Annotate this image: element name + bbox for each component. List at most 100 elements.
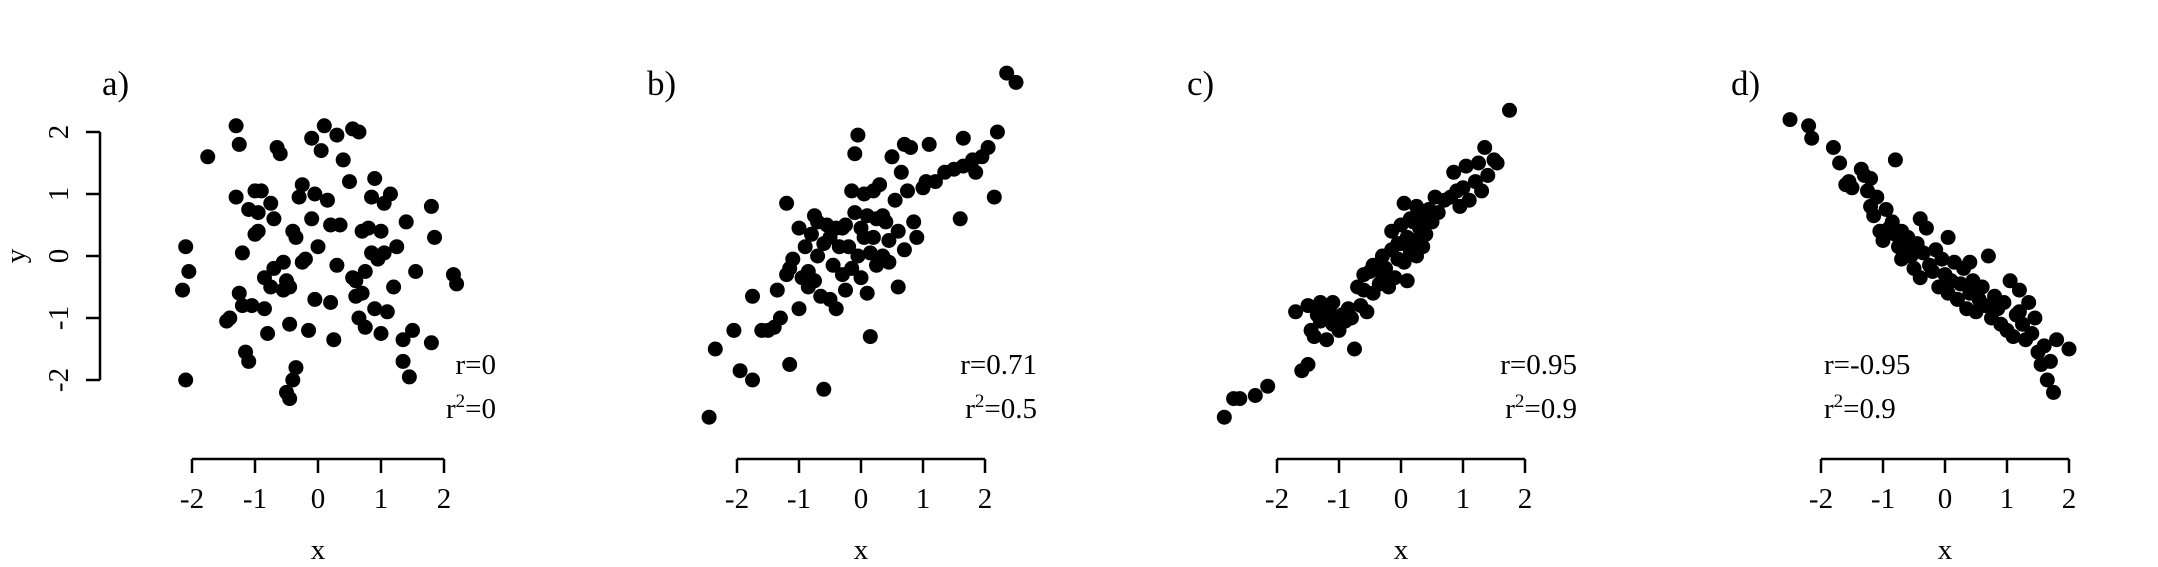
x-tick-label: 0: [854, 483, 869, 515]
scatter-point: [1216, 409, 1232, 425]
scatter-point: [893, 164, 909, 180]
scatter-point: [272, 146, 288, 162]
scatter-point: [228, 118, 244, 134]
scatter-point: [200, 149, 216, 165]
scatter-point: [2049, 332, 2065, 348]
scatter-point: [2021, 295, 2037, 310]
scatter-point: [1384, 223, 1400, 239]
scatter-point: [294, 177, 310, 193]
scatter-point: [797, 239, 813, 255]
panel-label: a): [102, 64, 129, 103]
y-tick-label: -2: [43, 368, 75, 392]
scatter-point: [423, 198, 439, 214]
r-squared-symbol: r: [1505, 393, 1515, 425]
scatter-point: [850, 127, 866, 143]
scatter-point: [304, 211, 320, 227]
scatter-point: [732, 363, 748, 379]
scatter-point: [379, 304, 395, 320]
x-tick-label: -2: [1265, 483, 1289, 515]
r-squared-symbol: r: [1824, 393, 1834, 425]
scatter-point: [1894, 251, 1910, 267]
scatter-point: [828, 301, 844, 317]
scatter-point: [921, 136, 937, 152]
scatter-point: [1866, 208, 1882, 224]
scatter-point: [1502, 102, 1517, 118]
scatter-point: [395, 332, 411, 348]
scatter-point: [1915, 245, 1931, 261]
r-squared-annotation: r2=0.5: [965, 391, 1037, 425]
y-tick-label: 2: [43, 125, 75, 140]
scatter-point: [1458, 158, 1474, 174]
panel-label: d): [1731, 64, 1760, 103]
x-axis-label: x: [1394, 534, 1409, 566]
scatter-point: [231, 285, 247, 301]
scatter-point: [1940, 229, 1956, 245]
scatter-point: [1343, 310, 1359, 326]
scatter-point: [395, 353, 411, 369]
scatter-point: [900, 183, 915, 199]
scatter-point: [329, 127, 345, 143]
scatter-point: [282, 279, 298, 295]
scatter-point: [844, 183, 860, 199]
scatter-point: [875, 208, 891, 224]
scatter-point: [1306, 329, 1322, 345]
y-tick-label: 1: [43, 187, 75, 202]
scatter-point: [807, 273, 822, 289]
scatter-point: [181, 264, 197, 279]
scatter-point: [862, 245, 878, 261]
scatter-point: [364, 189, 380, 205]
scatter-point: [1399, 273, 1415, 289]
scatter-point: [1232, 391, 1248, 407]
scatter-point: [1359, 304, 1375, 320]
x-tick-label: 0: [311, 483, 326, 515]
scatter-point: [348, 288, 364, 304]
scatter-point: [178, 239, 194, 255]
scatter-point: [241, 353, 257, 369]
scatter-point: [862, 329, 878, 345]
scatter-point: [906, 214, 922, 230]
scatter-point: [859, 285, 875, 301]
scatter-point: [952, 211, 968, 227]
scatter-point: [376, 245, 392, 261]
scatter-point: [1300, 298, 1316, 314]
scatter-point: [2027, 310, 2043, 326]
scatter-point: [310, 239, 326, 255]
scatter-point: [357, 319, 373, 335]
x-axis: -2 -1 0 1 2 x: [1809, 457, 2076, 566]
scatter-point: [1875, 233, 1891, 248]
x-tick-label: -1: [243, 483, 267, 515]
x-tick-label: -1: [1871, 483, 1895, 515]
scatter-point: [838, 282, 853, 298]
scatter-point: [1934, 251, 1950, 267]
scatter-point: [968, 164, 984, 180]
scatter-point: [335, 152, 351, 168]
scatter-points: [1216, 102, 1517, 425]
scatter-point: [1962, 254, 1978, 270]
x-tick-label: -2: [725, 483, 749, 515]
scatter-point: [288, 229, 304, 245]
x-tick-label: 2: [1518, 483, 1533, 515]
scatter-point: [357, 264, 373, 279]
scatter-point: [1319, 332, 1335, 348]
x-tick-label: 0: [1394, 483, 1409, 515]
scatter-point: [887, 192, 903, 208]
scatter-points: [175, 118, 465, 407]
scatter-point: [1912, 211, 1928, 227]
scatter-point: [1949, 291, 1965, 307]
scatter-point: [275, 254, 291, 270]
x-axis-label: x: [854, 534, 869, 566]
scatter-point: [263, 279, 279, 295]
scatter-point: [427, 229, 443, 245]
r-squared-symbol: r: [965, 393, 975, 425]
scatter-point: [1489, 155, 1505, 171]
x-tick-label: 1: [2000, 483, 2015, 515]
r-squared-exponent: 2: [1834, 391, 1844, 412]
scatter-point: [222, 310, 238, 326]
scatter-point: [986, 189, 1002, 205]
scatter-point: [881, 254, 897, 270]
scatter-point: [847, 146, 863, 162]
scatter-point: [881, 233, 897, 248]
r-squared-exponent: 2: [975, 391, 985, 412]
